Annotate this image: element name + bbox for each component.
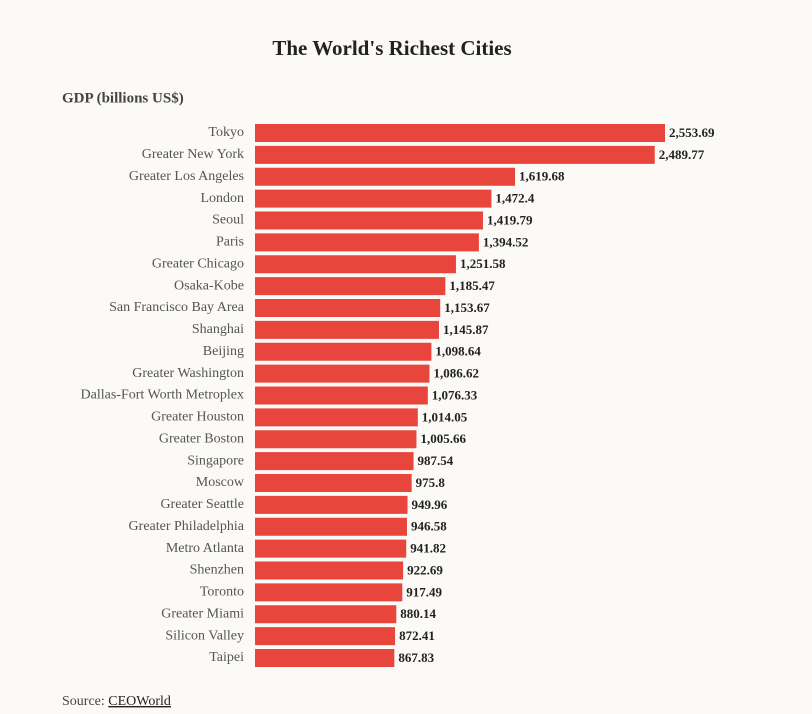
y-tick-label: Beijing [203,344,244,359]
source: Source: CEOWorld [62,694,171,709]
bar [255,649,395,667]
value-label: 880.14 [400,606,436,621]
y-tick-label: Greater Seattle [160,497,244,512]
y-tick-label: Seoul [212,213,244,228]
bar [255,627,396,646]
y-tick-label: Taipei [209,650,244,665]
bar [255,145,655,164]
bar [255,386,428,405]
y-tick-label: Dallas-Fort Worth Metroplex [81,388,244,403]
bar [255,517,407,536]
value-label: 922.69 [407,562,443,577]
y-tick-label: Greater Philadelphia [129,519,245,534]
value-label: 2,553.69 [669,125,715,140]
y-tick-label: London [200,191,244,206]
y-tick-label: Greater Chicago [152,256,244,271]
y-tick-label: Moscow [196,475,245,490]
bar [255,561,404,580]
bar [255,167,516,186]
y-tick-label: Singapore [187,453,244,468]
bar [255,277,446,296]
y-tick-label: Greater Washington [132,366,244,381]
y-tick-label: Greater New York [142,147,244,162]
value-label: 1,098.64 [435,344,481,359]
value-label: 1,251.58 [460,256,506,271]
y-tick-label: Greater Miami [161,606,244,621]
value-label: 1,014.05 [422,409,468,424]
bar [255,255,456,274]
y-tick-label: Toronto [200,585,244,600]
y-tick-label: Paris [216,235,244,250]
value-label: 1,005.66 [420,431,466,446]
value-label: 1,086.62 [433,366,479,381]
value-label: 917.49 [406,584,442,599]
bar [255,211,483,230]
bar [255,539,407,558]
value-label: 2,489.77 [659,147,705,162]
y-tick-label: Metro Atlanta [166,541,245,556]
y-tick-label: Silicon Valley [165,628,244,643]
value-label: 975.8 [416,475,446,490]
y-tick-label: Greater Boston [159,431,244,446]
source-link[interactable]: CEOWorld [108,694,171,709]
value-label: 1,145.87 [443,322,489,337]
y-tick-label: Tokyo [208,125,244,140]
bar [255,124,665,142]
value-label: 1,472.4 [495,191,535,206]
value-label: 949.96 [412,497,448,512]
value-label: 872.41 [399,628,435,643]
value-label: 987.54 [418,453,454,468]
value-label: 946.58 [411,519,447,534]
y-tick-label: Greater Los Angeles [129,169,244,184]
bar [255,233,479,252]
value-label: 1,419.79 [487,212,533,227]
value-label: 1,076.33 [432,387,478,402]
y-tick-label: Shenzhen [190,563,244,578]
value-label: 1,153.67 [444,300,490,315]
y-tick-label: Osaka-Kobe [174,278,244,293]
bar [255,342,432,361]
bar [255,430,417,449]
bar [255,408,418,427]
bar [255,605,397,624]
bar [255,474,412,492]
bar [255,583,403,602]
y-tick-label: Shanghai [192,322,244,337]
bar [255,495,408,514]
value-label: 1,394.52 [483,234,529,249]
source-label: Source: [62,694,105,709]
y-tick-label: San Francisco Bay Area [109,300,245,315]
chart-title: The World's Richest Cities [272,36,511,60]
value-label: 867.83 [398,650,434,665]
bar [255,189,492,208]
value-label: 941.82 [410,541,446,556]
value-label: 1,185.47 [449,278,495,293]
axis-title: GDP (billions US$) [62,90,184,106]
y-tick-label: Greater Houston [151,410,244,425]
value-label: 1,619.68 [519,169,565,184]
bar [255,320,439,339]
bar [255,364,430,383]
bar [255,452,414,471]
bar [255,299,441,317]
